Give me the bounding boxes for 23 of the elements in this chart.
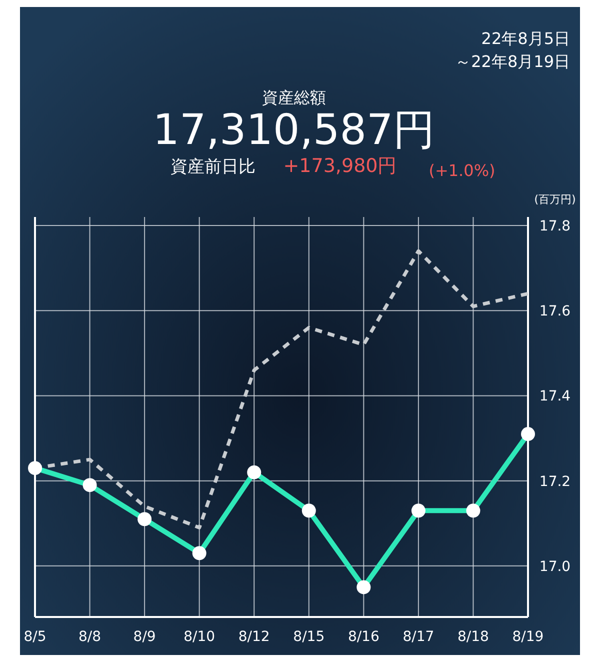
y-tick-label: 17.2 (539, 474, 571, 490)
x-tick-label: 8/15 (293, 629, 325, 645)
x-tick-label: 8/18 (457, 629, 489, 645)
chart-subtitle: 17,310,587円 (152, 105, 436, 154)
x-tick-label: 8/8 (78, 629, 102, 645)
y-axis-title: (百万円) (534, 193, 576, 206)
x-tick-label: 8/10 (184, 629, 216, 645)
x-tick-label: 8/16 (348, 629, 380, 645)
x-tick-label: 8/9 (133, 629, 156, 645)
text: 22年8月5日 (481, 29, 570, 48)
text: ～22年8月19日 (455, 52, 570, 71)
text: (+1.0%) (428, 161, 496, 180)
x-tick-label: 8/19 (512, 629, 544, 645)
chart-title: 資産総額 (262, 88, 326, 107)
y-tick-label: 17.6 (539, 304, 571, 320)
x-tick-label: 8/12 (238, 629, 270, 645)
text: 資産前日比 (170, 157, 256, 177)
x-tick-label: 8/17 (402, 629, 434, 645)
y-tick-label: 17.4 (539, 388, 571, 405)
x-tick-label: 8/5 (24, 629, 46, 645)
y-tick-label: 17.8 (539, 218, 571, 235)
y-tick-label: 17.0 (539, 558, 571, 575)
text: +173,980円 (283, 155, 397, 177)
